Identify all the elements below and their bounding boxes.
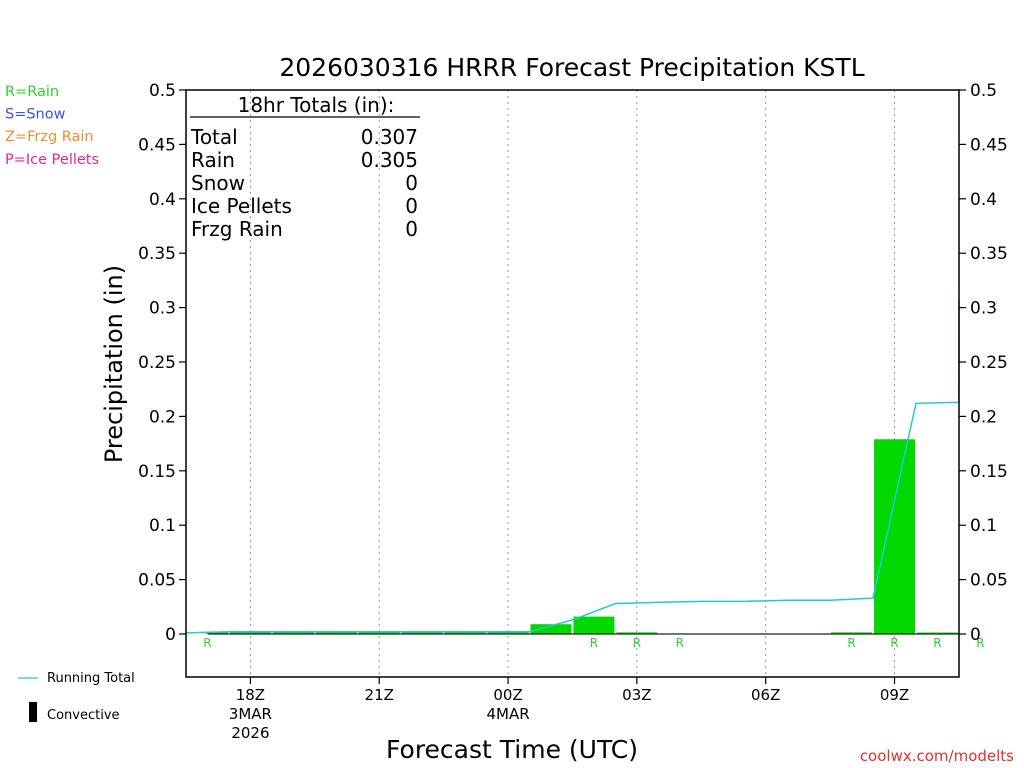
running-total-line	[185, 299, 960, 634]
y-tick-label-left: 0.5	[149, 81, 176, 101]
y-tick-label-right: 0.15	[970, 462, 1008, 482]
y-tick-label-right: 0.1	[970, 516, 997, 536]
ptype-legend-item: S=Snow	[5, 107, 66, 123]
precip-bar	[874, 439, 915, 634]
y-tick-label-left: 0.45	[138, 135, 176, 155]
y-tick-label-right: 0.2	[970, 407, 997, 427]
chart-title: 2026030316 HRRR Forecast Precipitation K…	[279, 53, 864, 82]
y-tick-label-left: 0.4	[149, 190, 176, 210]
plot-frame	[185, 89, 960, 678]
ptype-legend-item: R=Rain	[5, 84, 59, 100]
y-tick-label-left: 0.25	[138, 353, 176, 373]
ptype-legend: R=Rain S=Snow Z=Frzg Rain P=Ice Pellets	[5, 84, 99, 168]
precip-bar	[206, 632, 228, 634]
precip-bar	[315, 632, 357, 634]
y-axis-left: 0.5 0.45 0.4 0.35 0.3 0.25 0.2 0.15 0.1 0.05 0	[138, 81, 186, 645]
precip-bar	[831, 632, 873, 634]
totals-row-name: Frzg Rain	[191, 217, 283, 241]
precip-bar	[272, 632, 314, 634]
y-tick-label-left: 0.05	[138, 571, 176, 591]
x-tick-label: 21Z	[365, 686, 394, 704]
x-tick-sublabel: 4MAR	[486, 705, 529, 723]
x-tick-sublabel: 2026	[231, 724, 269, 742]
precip-bar	[358, 632, 400, 634]
totals-row-name: Snow	[191, 171, 245, 195]
totals-row-value: 0.305	[361, 148, 418, 172]
precip-bar	[616, 632, 658, 634]
ptype-label: R	[890, 636, 898, 650]
credit-text: coolwx.com/modelts	[860, 747, 1014, 765]
ptype-label: R	[847, 636, 855, 650]
convective-legend-label: Convective	[47, 708, 120, 723]
ptype-label: R	[676, 636, 684, 650]
totals-row-value: 0	[405, 217, 418, 241]
convective-legend-swatch	[29, 702, 37, 722]
y-tick-label-left: 0.3	[149, 299, 176, 319]
totals-box: 18hr Totals (in):Total 0.307 Rain 0.305 Snow…	[190, 93, 420, 241]
ptype-legend-item: P=Ice Pellets	[5, 152, 99, 168]
x-tick-label: 09Z	[880, 686, 909, 704]
x-tick-label: 06Z	[751, 686, 780, 704]
y-axis-label: Precipitation (in)	[100, 265, 128, 463]
ptype-label: R	[203, 636, 211, 650]
y-tick-label-right: 0.35	[970, 244, 1008, 264]
y-tick-label-right: 0.3	[970, 299, 997, 319]
y-tick-label-left: 0.35	[138, 244, 176, 264]
totals-row-name: Rain	[191, 148, 235, 172]
precip-bar	[916, 632, 958, 634]
precip-bar	[401, 632, 443, 634]
ptype-label: R	[933, 636, 941, 650]
ptype-label: R	[976, 636, 984, 650]
running-total-legend-label: Running Total	[47, 671, 135, 686]
y-tick-label-left: 0	[165, 625, 176, 645]
y-tick-label-right: 0.4	[970, 190, 997, 210]
ptype-label: R	[590, 636, 598, 650]
totals-row-value: 0	[405, 171, 418, 195]
precip-bar	[229, 632, 271, 634]
totals-row-value: 0.307	[361, 125, 418, 149]
y-tick-label-right: 0.25	[970, 353, 1008, 373]
x-tick-label: 18Z	[236, 686, 265, 704]
x-tick-label: 00Z	[493, 686, 522, 704]
y-axis-right: 0.5 0.45 0.4 0.35 0.3 0.25 0.2 0.15 0.1 0.05 0	[959, 81, 1008, 645]
totals-row-name: Ice Pellets	[191, 194, 292, 218]
x-tick-sublabel: 3MAR	[229, 705, 272, 723]
ptype-label: R	[633, 636, 641, 650]
y-tick-label-right: 0	[970, 625, 981, 645]
gridlines	[249, 90, 896, 677]
x-axis-label: Forecast Time (UTC)	[386, 735, 638, 764]
y-tick-label-right: 0.05	[970, 571, 1008, 591]
precip-bar	[573, 616, 615, 634]
precip-bar	[444, 632, 486, 634]
y-tick-label-left: 0.2	[149, 407, 176, 427]
precip-bar	[487, 632, 529, 634]
running-total-series	[185, 299, 960, 634]
totals-row-name: Total	[190, 125, 238, 149]
y-tick-label-right: 0.5	[970, 81, 997, 101]
ptype-legend-item: Z=Frzg Rain	[5, 129, 94, 145]
y-tick-label-right: 0.45	[970, 135, 1008, 155]
bars	[206, 439, 959, 635]
x-tick-label: 03Z	[622, 686, 651, 704]
totals-row-value: 0	[405, 194, 418, 218]
y-tick-label-left: 0.15	[138, 462, 176, 482]
y-tick-label-left: 0.1	[149, 516, 176, 536]
totals-header: 18hr Totals (in):	[238, 93, 395, 117]
precip-bar	[530, 624, 572, 634]
